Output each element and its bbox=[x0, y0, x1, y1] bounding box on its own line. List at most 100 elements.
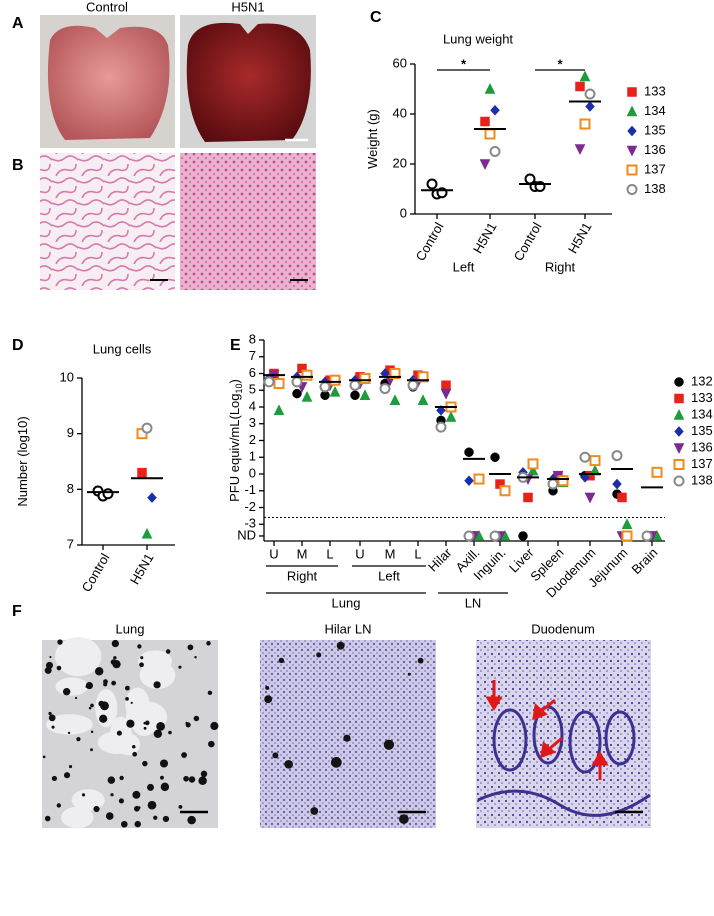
stain bbox=[56, 803, 62, 808]
stain bbox=[111, 639, 119, 648]
group-label: Lung bbox=[332, 595, 361, 610]
stain bbox=[103, 682, 108, 687]
y-axis-label-text: Number (log10) bbox=[15, 416, 30, 506]
point bbox=[147, 492, 157, 504]
y-tick-label: 2 bbox=[249, 432, 256, 447]
point bbox=[627, 87, 637, 97]
point bbox=[674, 377, 684, 387]
x-tick-label: Hilar bbox=[425, 544, 455, 574]
stain bbox=[272, 752, 279, 759]
y-axis-label: Weight (g) bbox=[365, 109, 380, 169]
stain bbox=[111, 680, 117, 686]
point bbox=[589, 455, 601, 467]
point bbox=[673, 475, 685, 487]
stain bbox=[44, 815, 51, 822]
chart-title: Lung weight bbox=[443, 31, 513, 46]
stain bbox=[132, 751, 138, 757]
photos bbox=[40, 15, 651, 829]
point bbox=[379, 383, 391, 395]
stain bbox=[147, 800, 157, 810]
point bbox=[329, 385, 341, 397]
group-label: Right bbox=[287, 568, 318, 583]
crypts bbox=[477, 705, 651, 817]
y-tick-label: 1 bbox=[249, 449, 256, 464]
stain bbox=[124, 685, 130, 691]
stain bbox=[140, 656, 144, 660]
point bbox=[359, 373, 371, 385]
stain bbox=[264, 695, 273, 704]
point bbox=[490, 104, 500, 116]
y-tick-label: 3 bbox=[249, 415, 256, 430]
point bbox=[417, 394, 429, 406]
stain bbox=[310, 807, 319, 815]
stain bbox=[417, 657, 424, 664]
point bbox=[527, 464, 539, 476]
legend-label: 136 bbox=[691, 439, 713, 454]
x-tick-label: H5N1 bbox=[127, 551, 157, 587]
ish-hilar-ln bbox=[260, 640, 436, 828]
stain bbox=[143, 726, 147, 730]
point bbox=[557, 475, 569, 487]
stain bbox=[168, 730, 172, 735]
y-tick-label: 20 bbox=[393, 155, 407, 170]
stain bbox=[193, 715, 200, 722]
y-tick-label: 40 bbox=[393, 105, 407, 120]
point bbox=[463, 530, 475, 542]
stain bbox=[137, 806, 141, 810]
y-axis-label-text: PFU equiv/mL(Log bbox=[227, 393, 242, 501]
stain bbox=[156, 721, 165, 731]
stain bbox=[160, 775, 164, 780]
panel-label: D bbox=[12, 337, 24, 354]
panel-label: A bbox=[12, 15, 24, 32]
y-tick-label: 7 bbox=[249, 348, 256, 363]
point bbox=[350, 390, 360, 401]
stain bbox=[147, 783, 154, 791]
stain bbox=[187, 815, 196, 825]
point bbox=[273, 404, 285, 416]
point bbox=[273, 378, 285, 390]
point bbox=[426, 178, 438, 190]
group-label: Right bbox=[545, 259, 576, 274]
point bbox=[547, 478, 559, 490]
stain bbox=[113, 656, 117, 660]
stain bbox=[51, 775, 58, 782]
legend-label: 137 bbox=[644, 161, 666, 176]
stain bbox=[144, 720, 150, 726]
y-tick-label: 8 bbox=[249, 331, 256, 346]
point bbox=[489, 146, 501, 157]
lung-control bbox=[47, 25, 170, 140]
x-tick-label: Brain bbox=[628, 545, 660, 577]
y-axis-label: PFU equiv/mL(Log10) bbox=[227, 379, 244, 502]
point bbox=[389, 394, 401, 406]
point bbox=[641, 530, 653, 542]
point bbox=[611, 450, 623, 462]
point bbox=[484, 82, 496, 94]
stain bbox=[162, 815, 170, 823]
legend-label: 135 bbox=[691, 423, 713, 438]
photo-caption: Control bbox=[86, 0, 128, 14]
stain bbox=[48, 714, 56, 722]
y-axis-label-text: Weight (g) bbox=[365, 109, 380, 169]
stain bbox=[336, 641, 345, 650]
point bbox=[440, 388, 452, 400]
stain bbox=[142, 760, 148, 767]
stain bbox=[68, 764, 73, 769]
point bbox=[626, 145, 638, 157]
photo-caption: Duodenum bbox=[531, 621, 595, 636]
point bbox=[673, 443, 685, 455]
x-tick-label: U bbox=[269, 546, 278, 561]
stain bbox=[100, 701, 109, 711]
stain bbox=[188, 776, 196, 783]
y-axis-label-end: ) bbox=[227, 379, 242, 383]
point bbox=[589, 464, 601, 476]
point bbox=[627, 125, 637, 137]
stain bbox=[63, 772, 71, 779]
stain bbox=[398, 814, 409, 824]
point bbox=[626, 105, 638, 117]
stain bbox=[90, 730, 94, 734]
point bbox=[674, 393, 684, 404]
stain bbox=[185, 721, 188, 725]
y-tick-label: 8 bbox=[67, 481, 74, 496]
histology-h5n1 bbox=[180, 153, 316, 290]
y-tick-label: 5 bbox=[249, 382, 256, 397]
